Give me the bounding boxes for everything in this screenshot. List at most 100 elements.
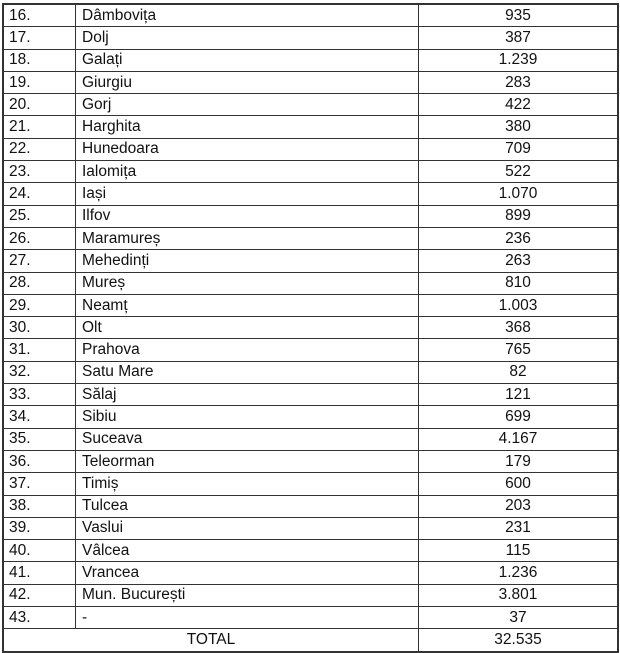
county-value: 1.003 [418, 293, 619, 318]
total-row: TOTAL 32.535 [2, 628, 619, 653]
table-row: 22. Hunedoara 709 [2, 137, 619, 162]
county-value: 1.236 [418, 561, 619, 585]
row-number: 26. [2, 226, 76, 251]
row-number: 33. [2, 383, 76, 407]
table-row: 37. Timiș 600 [2, 472, 619, 496]
county-name: Timiș [75, 472, 419, 496]
table-row: 21. Harghita 380 [2, 115, 619, 139]
table-row: 32. Satu Mare 82 [2, 360, 619, 385]
row-number: 16. [2, 3, 76, 28]
total-label: TOTAL [2, 628, 419, 653]
county-value: 236 [418, 226, 619, 251]
row-number: 38. [2, 494, 76, 518]
row-number: 43. [2, 606, 76, 630]
county-name: Olt [75, 316, 419, 340]
county-value: 37 [418, 606, 619, 630]
table-row: 17. Dolj 387 [2, 26, 619, 50]
county-value: 387 [418, 26, 619, 50]
row-number: 30. [2, 316, 76, 340]
table-row: 30. Olt 368 [2, 316, 619, 340]
row-number: 19. [2, 70, 76, 95]
county-name: Vrancea [75, 561, 419, 585]
county-name: Hunedoara [75, 137, 419, 162]
county-value: 600 [418, 472, 619, 496]
county-name: Prahova [75, 338, 419, 362]
county-name: Suceava [75, 427, 419, 451]
county-name: - [75, 606, 419, 630]
row-number: 20. [2, 93, 76, 117]
table-row: 24. Iași 1.070 [2, 182, 619, 206]
county-value: 3.801 [418, 583, 619, 608]
county-value: 1.239 [418, 48, 619, 72]
table-row: 33. Sălaj 121 [2, 383, 619, 407]
county-name: Ilfov [75, 204, 419, 228]
table-row: 23. Ialomița 522 [2, 160, 619, 184]
row-number: 39. [2, 516, 76, 541]
county-value: 1.070 [418, 182, 619, 206]
county-value: 368 [418, 316, 619, 340]
county-value: 765 [418, 338, 619, 362]
county-value: 380 [418, 115, 619, 139]
table-row: 16. Dâmbovița 935 [2, 3, 619, 28]
county-name: Vâlcea [75, 539, 419, 563]
county-name: Dâmbovița [75, 3, 419, 28]
row-number: 25. [2, 204, 76, 228]
row-number: 31. [2, 338, 76, 362]
county-name: Sălaj [75, 383, 419, 407]
county-value: 283 [418, 70, 619, 95]
county-value: 121 [418, 383, 619, 407]
total-value: 32.535 [418, 628, 619, 653]
county-name: Giurgiu [75, 70, 419, 95]
row-number: 37. [2, 472, 76, 496]
table-row: 28. Mureș 810 [2, 271, 619, 295]
county-name: Sibiu [75, 405, 419, 429]
county-value: 935 [418, 3, 619, 28]
row-number: 34. [2, 405, 76, 429]
county-name: Teleorman [75, 449, 419, 474]
table-row: 43. -37 [2, 606, 619, 630]
row-number: 35. [2, 427, 76, 451]
row-number: 17. [2, 26, 76, 50]
county-name: Galați [75, 48, 419, 72]
table-row: 34. Sibiu 699 [2, 405, 619, 429]
county-name: Ialomița [75, 160, 419, 184]
row-number: 32. [2, 360, 76, 385]
table-row: 26. Maramureș 236 [2, 226, 619, 251]
county-value: 179 [418, 449, 619, 474]
row-number: 18. [2, 48, 76, 72]
county-name: Harghita [75, 115, 419, 139]
table-row: 18. Galați 1.239 [2, 48, 619, 72]
table-body: 16. Dâmbovița 935 17. Dolj 387 18. Galați 1.239 1… [2, 3, 619, 653]
county-value: 899 [418, 204, 619, 228]
row-number: 28. [2, 271, 76, 295]
county-value: 263 [418, 249, 619, 273]
row-number: 22. [2, 137, 76, 162]
county-name: Tulcea [75, 494, 419, 518]
county-name: Mun. București [75, 583, 419, 608]
county-name: Satu Mare [75, 360, 419, 385]
table-row: 36. Teleorman 179 [2, 449, 619, 474]
county-name: Mureș [75, 271, 419, 295]
table-row: 25. Ilfov 899 [2, 204, 619, 228]
row-number: 21. [2, 115, 76, 139]
county-name: Mehedinți [75, 249, 419, 273]
row-number: 23. [2, 160, 76, 184]
table-row: 35. Suceava 4.167 [2, 427, 619, 451]
county-value: 82 [418, 360, 619, 385]
county-value: 231 [418, 516, 619, 541]
table-row: 40. Vâlcea 115 [2, 539, 619, 563]
row-number: 29. [2, 293, 76, 318]
table-row: 31. Prahova 765 [2, 338, 619, 362]
county-value: 699 [418, 405, 619, 429]
county-name: Gorj [75, 93, 419, 117]
table-row: 19. Giurgiu 283 [2, 70, 619, 95]
row-number: 40. [2, 539, 76, 563]
table-row: 20. Gorj 422 [2, 93, 619, 117]
county-value: 522 [418, 160, 619, 184]
row-number: 42. [2, 583, 76, 608]
row-number: 36. [2, 449, 76, 474]
county-value: 203 [418, 494, 619, 518]
county-value: 4.167 [418, 427, 619, 451]
table-row: 41. Vrancea 1.236 [2, 561, 619, 585]
table-row: 27. Mehedinți 263 [2, 249, 619, 273]
